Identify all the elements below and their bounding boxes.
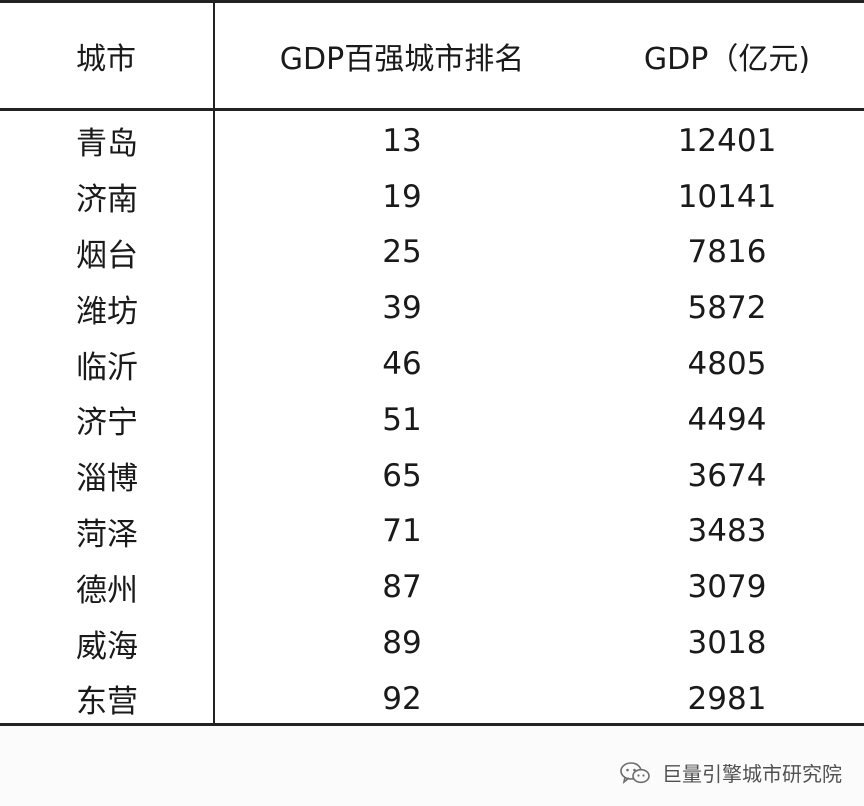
cell-gdp: 4805 xyxy=(687,346,767,383)
cell-gdp: 12401 xyxy=(677,122,777,159)
cell-city: 烟台 xyxy=(76,237,138,274)
table-row: 济南 19 10141 xyxy=(0,169,864,225)
cell-rank: 25 xyxy=(382,234,422,271)
cell-gdp: 7816 xyxy=(687,234,767,271)
cell-rank: 46 xyxy=(382,346,422,383)
cell-gdp: 4494 xyxy=(687,401,767,438)
cell-gdp: 3018 xyxy=(687,625,767,662)
cell-city: 临沂 xyxy=(76,349,138,386)
table-row: 潍坊 39 5872 xyxy=(0,280,864,336)
table-row: 淄博 65 3674 xyxy=(0,448,864,504)
cell-rank: 13 xyxy=(382,122,422,159)
table-row: 青岛 13 12401 xyxy=(0,113,864,169)
table-row: 临沂 46 4805 xyxy=(0,336,864,392)
table-row: 德州 87 3079 xyxy=(0,559,864,615)
cell-rank: 89 xyxy=(382,625,422,662)
cell-city: 威海 xyxy=(76,628,138,665)
cell-gdp: 3674 xyxy=(687,457,767,494)
cell-city: 济南 xyxy=(76,182,138,219)
watermark-text: 巨量引擎城市研究院 xyxy=(662,762,842,786)
cell-gdp: 10141 xyxy=(677,178,777,215)
cell-rank: 39 xyxy=(382,290,422,327)
source-watermark: 巨量引擎城市研究院 xyxy=(620,758,842,787)
cell-city: 淄博 xyxy=(76,461,138,498)
header-city: 城市 xyxy=(76,41,136,77)
table-body: 青岛 13 12401 济南 19 10141 烟台 25 7816 潍坊 39… xyxy=(0,113,864,727)
table-row: 东营 92 2981 xyxy=(0,671,864,727)
cell-city: 青岛 xyxy=(76,126,138,163)
column-divider xyxy=(213,3,215,723)
cell-rank: 71 xyxy=(382,513,422,550)
header-rank: GDP百强城市排名 xyxy=(279,41,525,77)
cell-gdp: 5872 xyxy=(687,290,767,327)
cell-city: 潍坊 xyxy=(76,293,138,330)
cell-rank: 65 xyxy=(382,457,422,494)
footer: 巨量引擎城市研究院 xyxy=(0,726,864,806)
cell-city: 菏泽 xyxy=(76,516,138,553)
cell-rank: 51 xyxy=(382,401,422,438)
table-row: 威海 89 3018 xyxy=(0,615,864,671)
table-bottom-rule xyxy=(0,723,864,726)
table-header-rule xyxy=(0,108,864,111)
cell-rank: 87 xyxy=(382,569,422,606)
wechat-icon xyxy=(620,761,650,785)
header-gdp: GDP（亿元) xyxy=(643,41,811,77)
cell-city: 济宁 xyxy=(76,405,138,442)
cell-city: 东营 xyxy=(76,684,138,721)
table-top-rule xyxy=(0,0,864,3)
cell-rank: 92 xyxy=(382,680,422,717)
table-row: 烟台 25 7816 xyxy=(0,225,864,281)
cell-gdp: 3483 xyxy=(687,513,767,550)
table-header-row: 城市 GDP百强城市排名 GDP（亿元) xyxy=(0,3,864,108)
table-row: 菏泽 71 3483 xyxy=(0,504,864,560)
cell-gdp: 3079 xyxy=(687,569,767,606)
table-row: 济宁 51 4494 xyxy=(0,392,864,448)
cell-city: 德州 xyxy=(76,572,138,609)
cell-gdp: 2981 xyxy=(687,680,767,717)
cell-rank: 19 xyxy=(382,178,422,215)
